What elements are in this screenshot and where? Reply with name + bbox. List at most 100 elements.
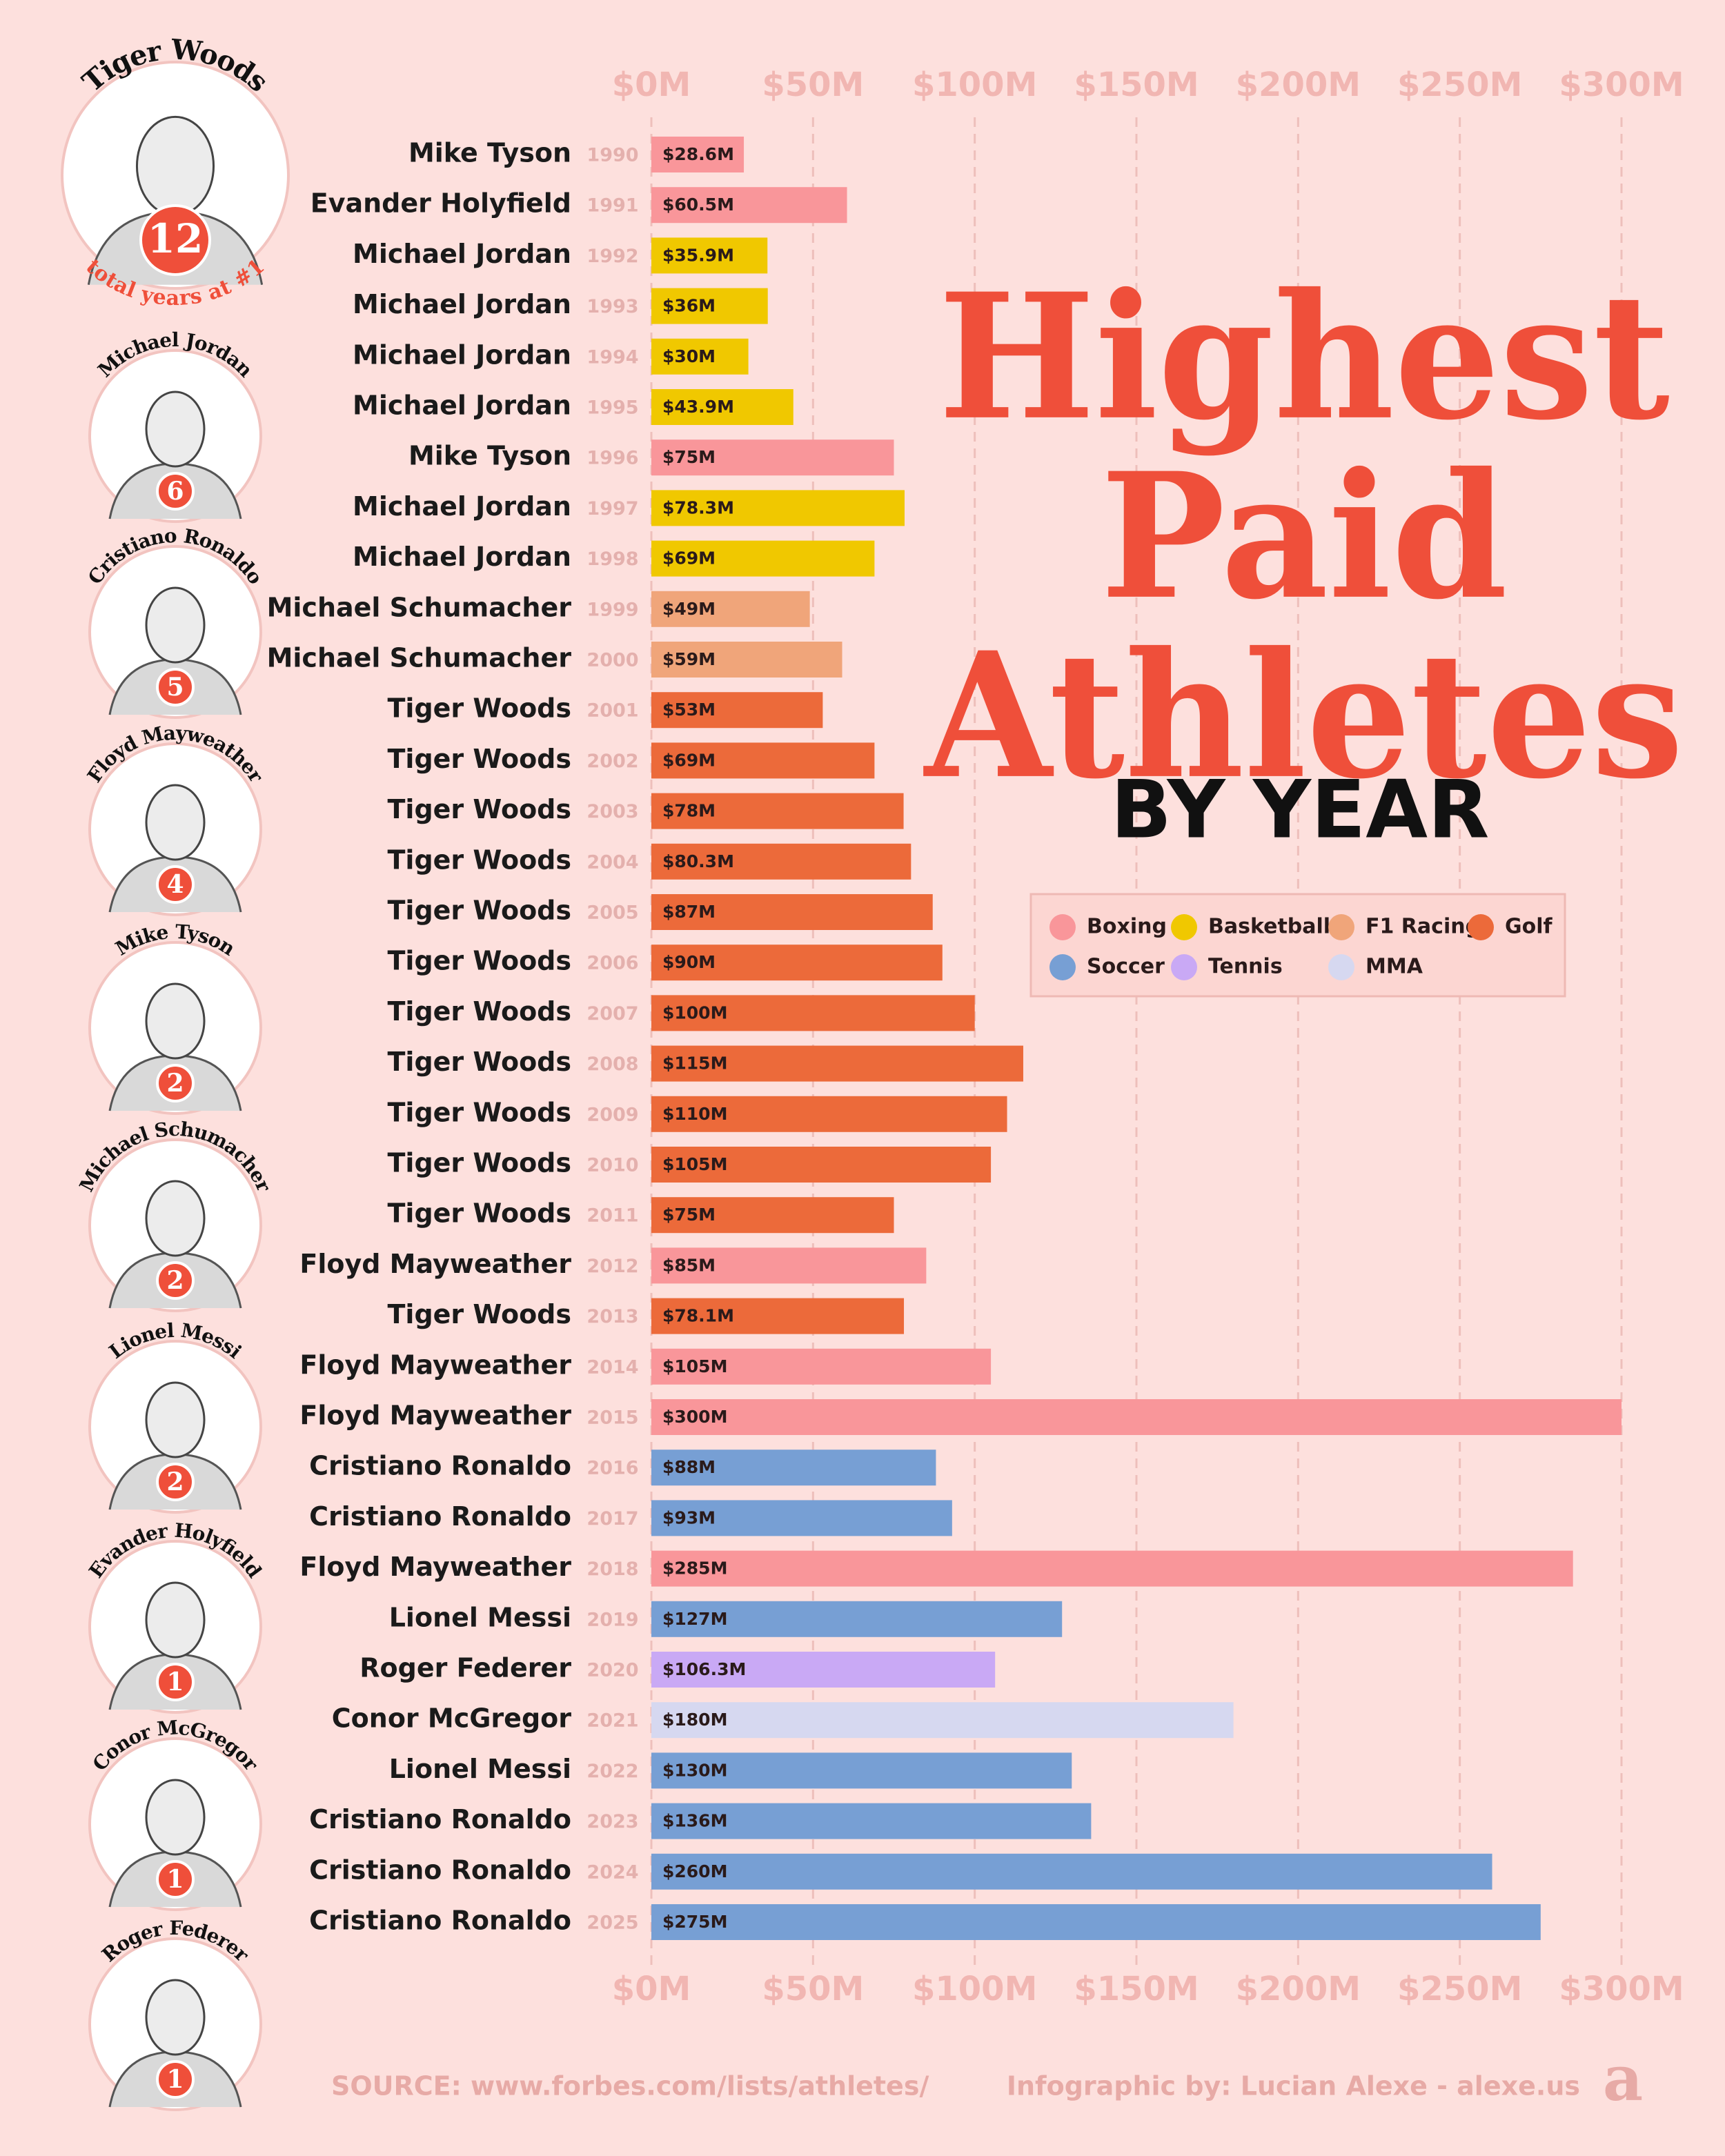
count-badge [156, 1663, 195, 1701]
value-label: $75M [662, 447, 716, 467]
grid: $0M $0M $50M $50M $100M $100M $150M $150M $200M $… [612, 66, 1684, 2008]
value-label: $87M [662, 902, 716, 922]
portrait-head [145, 586, 206, 664]
legend-swatch [1171, 954, 1197, 980]
value-label: $49M [662, 599, 716, 619]
legend-label: Soccer [1087, 955, 1165, 979]
athlete-name: Floyd Mayweather [299, 1249, 571, 1279]
count-badge [156, 865, 195, 904]
bar [651, 642, 842, 678]
count: 1 [166, 2065, 184, 2094]
athlete-name: Lionel Messi [389, 1602, 571, 1632]
value-label: $106.3M [662, 1659, 746, 1679]
value-label: $136M [662, 1811, 727, 1831]
x-tick-label: $300M [1559, 66, 1684, 104]
bar [651, 1298, 905, 1334]
athlete-name: Tiger Woods [388, 693, 571, 724]
legend-swatch [1171, 914, 1197, 940]
value-label: $69M [662, 750, 716, 770]
bar [651, 1752, 1072, 1789]
count: 2 [166, 1467, 184, 1496]
count-badge [156, 668, 195, 706]
count: 5 [166, 673, 184, 702]
x-tick-label: $50M [762, 1970, 864, 2008]
bar [651, 995, 975, 1031]
value-label: $285M [662, 1559, 727, 1579]
year-label: 1992 [586, 246, 638, 267]
athlete-name: Cristiano Ronaldo [309, 1906, 571, 1936]
legend-label: F1 Racing [1366, 915, 1480, 939]
year-label: 2019 [586, 1609, 638, 1630]
bar [651, 945, 943, 981]
legend-label: Basketball [1208, 915, 1330, 939]
portrait-head [145, 784, 206, 861]
bars: Mike Tyson 1990 $28.6M Evander Holyfield 199… [267, 137, 1621, 1940]
legend-swatch [1049, 954, 1076, 980]
count: 1 [166, 1668, 184, 1697]
value-label: $180M [662, 1710, 727, 1730]
year-label: 1990 [586, 145, 638, 166]
x-tick-label: $250M [1397, 66, 1522, 104]
value-label: $36M [662, 296, 716, 316]
bar [651, 1348, 992, 1385]
value-label: $260M [662, 1861, 727, 1881]
legend-box [1029, 893, 1566, 998]
x-tick-label: $0M [612, 1970, 691, 2008]
athlete-name: Tiger Woods [388, 1047, 571, 1077]
bar [651, 1853, 1492, 1890]
year-label: 2006 [586, 953, 638, 974]
athlete-name: Tiger Woods [388, 744, 571, 774]
bar [651, 894, 933, 930]
athlete-name: Roger Federer [359, 1653, 571, 1683]
athlete-name: Mike Tyson [408, 138, 571, 168]
count-badge [156, 1064, 195, 1102]
count: 4 [166, 870, 184, 899]
value-label: $80.3M [662, 851, 734, 871]
value-label: $275M [662, 1912, 727, 1932]
portrait-head [135, 115, 215, 217]
value-label: $127M [662, 1609, 727, 1629]
bar [651, 1197, 894, 1234]
value-label: $75M [662, 1205, 716, 1225]
legend-swatch [1049, 914, 1076, 940]
x-tick-label: $0M [612, 66, 691, 104]
bar [651, 439, 894, 476]
logo: a [1603, 2042, 1643, 2115]
portrait-head [145, 1979, 206, 2056]
x-tick-label: $100M [912, 1970, 1037, 2008]
value-label: $78.1M [662, 1306, 734, 1326]
year-label: 2005 [586, 902, 638, 924]
athlete-name: Conor McGregor [332, 1703, 571, 1734]
chart-title: Athletes [923, 614, 1684, 817]
credit: Infographic by: Lucian Alexe - alexe.us [1007, 2071, 1580, 2101]
bar [651, 187, 847, 224]
athlete-name: Michael Jordan [353, 339, 571, 370]
value-label: $60.5M [662, 195, 734, 215]
year-label: 2018 [586, 1559, 638, 1580]
portrait-head [145, 1779, 206, 1856]
bar [651, 1247, 927, 1284]
legend-swatch [1328, 954, 1354, 980]
bar [651, 490, 905, 526]
x-tick-label: $50M [762, 66, 864, 104]
bar [651, 1601, 1063, 1637]
portrait-head [145, 1581, 206, 1659]
athlete-name: Tiger Woods [388, 1148, 571, 1178]
year-label: 2004 [586, 851, 638, 873]
athlete-name: Cristiano Ronaldo [309, 1451, 571, 1481]
value-label: $85M [662, 1255, 716, 1275]
count-badge [156, 1261, 195, 1300]
athlete-name: Floyd Mayweather [299, 1401, 571, 1431]
year-label: 2011 [586, 1205, 638, 1227]
value-label: $53M [662, 700, 716, 720]
value-label: $105M [662, 1356, 727, 1376]
count: 12 [148, 215, 204, 262]
x-tick-label: $200M [1236, 1970, 1361, 2008]
value-label: $88M [662, 1457, 716, 1477]
year-label: 2008 [586, 1054, 638, 1075]
value-label: $93M [662, 1507, 716, 1527]
x-tick-label: $250M [1397, 1970, 1522, 2008]
year-label: 1991 [586, 195, 638, 217]
